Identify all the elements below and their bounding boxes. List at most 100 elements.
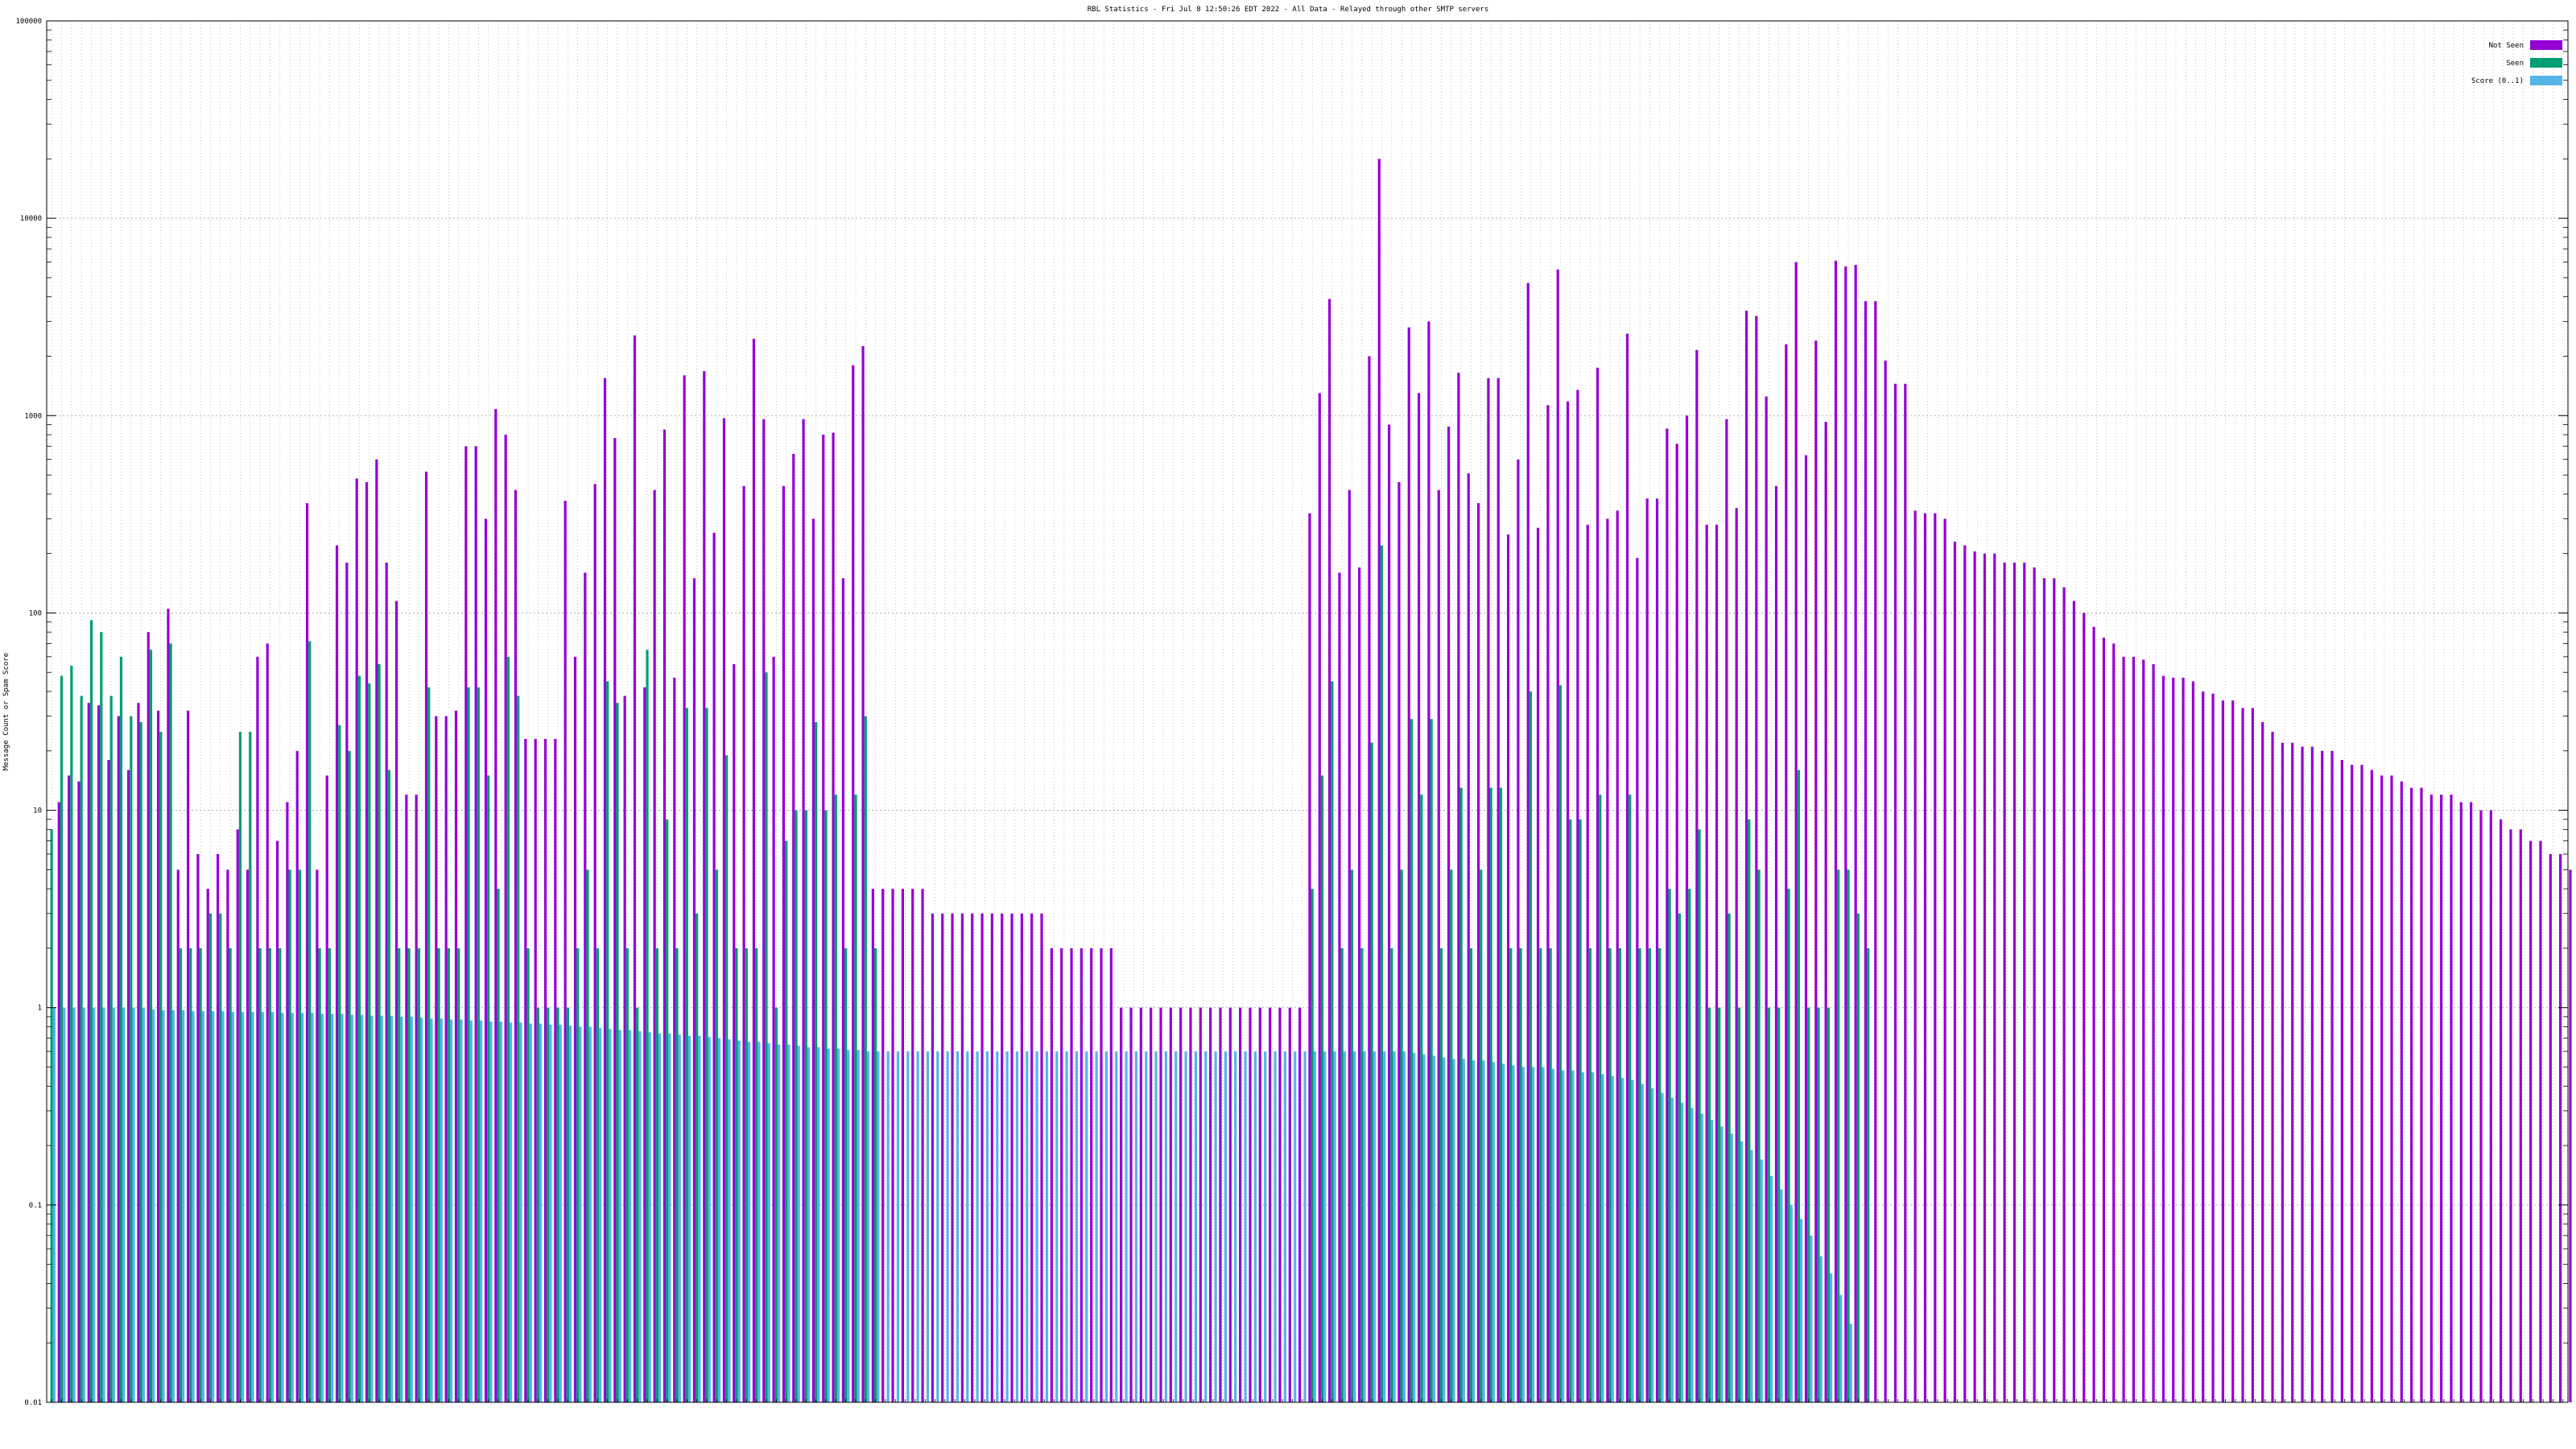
- bar-not-seen: [1308, 513, 1311, 1402]
- bar-seen: [795, 810, 798, 1402]
- bar-score: [72, 1007, 76, 1402]
- bar-not-seen: [1010, 913, 1013, 1402]
- y-tick-label: 0.01: [24, 1399, 42, 1407]
- bar-score: [588, 1026, 592, 1402]
- bar-seen: [705, 708, 708, 1402]
- bar-seen: [1430, 719, 1433, 1402]
- bar-not-seen: [1794, 262, 1798, 1403]
- bar-score: [82, 1007, 85, 1402]
- bar-not-seen: [2539, 840, 2542, 1402]
- bar-not-seen: [1893, 383, 1897, 1402]
- bar-not-seen: [733, 664, 736, 1402]
- bar-not-seen: [2013, 562, 2017, 1402]
- bar-score: [301, 1013, 304, 1402]
- bar-score: [896, 1051, 900, 1402]
- bar-seen: [467, 687, 470, 1402]
- bar-seen: [477, 687, 480, 1402]
- bar-score: [946, 1051, 949, 1402]
- bar-seen: [625, 947, 629, 1402]
- bar-not-seen: [1209, 1007, 1212, 1402]
- bar-not-seen: [2340, 759, 2343, 1402]
- bar-score: [728, 1039, 731, 1402]
- y-axis-ticks: 0.01 0.1 1 10 100 1000 10000 100000: [15, 18, 2568, 1407]
- bar-seen: [1718, 1007, 1721, 1402]
- bar-not-seen: [305, 503, 309, 1403]
- bar-not-seen: [1109, 947, 1113, 1402]
- bar-score: [996, 1051, 999, 1402]
- bar-not-seen: [1169, 1007, 1172, 1402]
- bar-score: [311, 1013, 314, 1402]
- bar-seen: [338, 724, 341, 1402]
- bar-not-seen: [2519, 829, 2522, 1402]
- bar-score: [370, 1015, 374, 1402]
- bar-score: [1740, 1141, 1744, 1402]
- bar-score: [201, 1011, 204, 1402]
- bar-score: [717, 1038, 721, 1402]
- bar-seen: [616, 703, 619, 1402]
- bar-score: [231, 1012, 234, 1402]
- bar-not-seen: [1725, 419, 1728, 1402]
- bar-not-seen: [1199, 1007, 1202, 1402]
- bar-seen: [517, 696, 520, 1402]
- bar-score: [1611, 1075, 1614, 1402]
- bar-seen: [1370, 742, 1373, 1402]
- bar-not-seen: [57, 802, 60, 1402]
- bar-score: [985, 1051, 989, 1402]
- bar-score: [638, 1030, 642, 1402]
- bar-seen: [765, 672, 768, 1402]
- bar-seen: [1797, 770, 1800, 1402]
- bar-score: [877, 1051, 880, 1402]
- bar-score: [1075, 1051, 1079, 1402]
- bar-not-seen: [2310, 746, 2314, 1402]
- bar-not-seen: [2132, 656, 2136, 1402]
- bar-score: [1065, 1051, 1068, 1402]
- bar-not-seen: [802, 419, 805, 1402]
- bar-not-seen: [990, 913, 993, 1402]
- bar-seen: [1748, 819, 1751, 1402]
- bar-not-seen: [663, 429, 667, 1402]
- bar-not-seen: [2191, 681, 2194, 1402]
- bar-score: [1045, 1051, 1049, 1402]
- bar-not-seen: [1904, 383, 1907, 1402]
- bar-seen: [785, 840, 788, 1402]
- bar-not-seen: [1348, 489, 1351, 1402]
- bar-not-seen: [722, 418, 726, 1402]
- bar-score: [1670, 1097, 1674, 1402]
- bar-score: [1214, 1051, 1217, 1402]
- bar-not-seen: [2470, 802, 2473, 1402]
- bar-score: [350, 1014, 353, 1402]
- bar-score: [1661, 1092, 1664, 1402]
- bar-score: [618, 1030, 621, 1402]
- bar-not-seen: [1467, 473, 1470, 1402]
- bar-seen: [1698, 829, 1701, 1402]
- bar-not-seen: [712, 532, 716, 1403]
- bar-seen: [1569, 819, 1572, 1402]
- bar-seen: [149, 650, 153, 1402]
- bar-score: [1562, 1070, 1565, 1402]
- bar-not-seen: [2182, 677, 2185, 1402]
- bar-seen: [279, 947, 282, 1402]
- bar-not-seen: [971, 913, 974, 1402]
- bar-score: [1790, 1204, 1793, 1402]
- bar-not-seen: [1625, 333, 1629, 1402]
- bar-not-seen: [1715, 524, 1719, 1402]
- bar-score: [152, 1009, 155, 1402]
- bar-seen: [666, 819, 669, 1402]
- bar-score: [787, 1044, 791, 1402]
- bar-not-seen: [623, 696, 626, 1402]
- bar-seen: [1737, 1007, 1740, 1402]
- bar-not-seen: [2251, 708, 2254, 1402]
- bar-seen: [556, 1007, 559, 1402]
- bar-score: [1621, 1078, 1624, 1402]
- bar-score: [242, 1012, 245, 1402]
- axes: [46, 20, 2569, 1403]
- bar-not-seen: [1705, 524, 1708, 1402]
- bar-not-seen: [1666, 428, 1669, 1402]
- bar-not-seen: [2569, 869, 2572, 1402]
- bar-seen: [1340, 947, 1344, 1402]
- bar-not-seen: [1269, 1007, 1272, 1402]
- bar-not-seen: [68, 775, 71, 1402]
- bar-score: [1601, 1074, 1604, 1402]
- bar-not-seen: [881, 889, 885, 1402]
- bar-score: [449, 1019, 453, 1402]
